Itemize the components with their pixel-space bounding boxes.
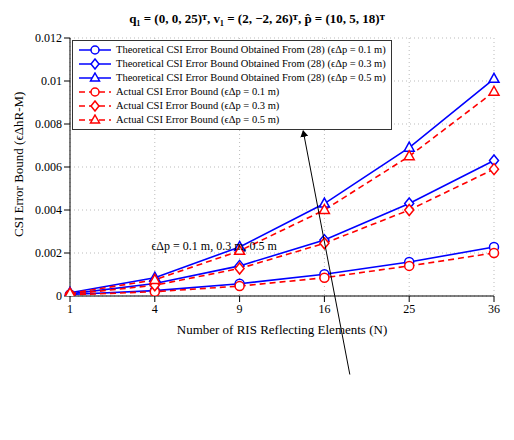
svg-text:0.01: 0.01 [41, 74, 62, 88]
svg-text:4: 4 [152, 302, 158, 316]
html-text:Actual CSI Error Bound (ϵΔp =: Actual CSI Error Bound (ϵΔp = 0.5 m) [116, 114, 280, 125]
svg-text:1: 1 [67, 302, 73, 316]
svg-text:0.006: 0.006 [35, 160, 62, 174]
html-text:Theoretical CSI Error Bound Ob: Theoretical CSI Error Bound Obtained Fro… [116, 44, 386, 55]
svg-text:0: 0 [56, 289, 62, 303]
html-text:q₁ = (0, 0, 25)ᵀ, v₁ = (2, −2,: q₁ = (0, 0, 25)ᵀ, v₁ = (2, −2, 26)ᵀ, p̂ … [129, 11, 385, 26]
html-text:Actual CSI Error Bound (ϵΔp =: Actual CSI Error Bound (ϵΔp = 0.3 m) [116, 100, 280, 111]
svg-text:25: 25 [403, 302, 415, 316]
svg-text:16: 16 [318, 302, 330, 316]
svg-text:0.012: 0.012 [35, 31, 62, 45]
svg-text:0.008: 0.008 [35, 117, 62, 131]
html-text:Theoretical CSI Error Bound Ob: Theoretical CSI Error Bound Obtained Fro… [116, 58, 386, 69]
svg-text:ϵΔp = 0.1 m, 0.3 m, 0.5 m: ϵΔp = 0.1 m, 0.3 m, 0.5 m [151, 239, 277, 253]
html-text:Theoretical CSI Error Bound Ob: Theoretical CSI Error Bound Obtained Fro… [116, 72, 386, 83]
html-text:Actual CSI Error Bound (ϵΔp =: Actual CSI Error Bound (ϵΔp = 0.1 m) [116, 86, 280, 97]
svg-text:0.004: 0.004 [35, 203, 62, 217]
svg-text:CSI Error Bound (ϵΔhR-M): CSI Error Bound (ϵΔhR-M) [11, 92, 26, 237]
svg-text:0.002: 0.002 [35, 246, 62, 260]
svg-text:36: 36 [488, 302, 500, 316]
svg-text:Number of RIS Reflecting Eleme: Number of RIS Reflecting Elements (N) [177, 322, 387, 337]
svg-text:9: 9 [237, 302, 243, 316]
